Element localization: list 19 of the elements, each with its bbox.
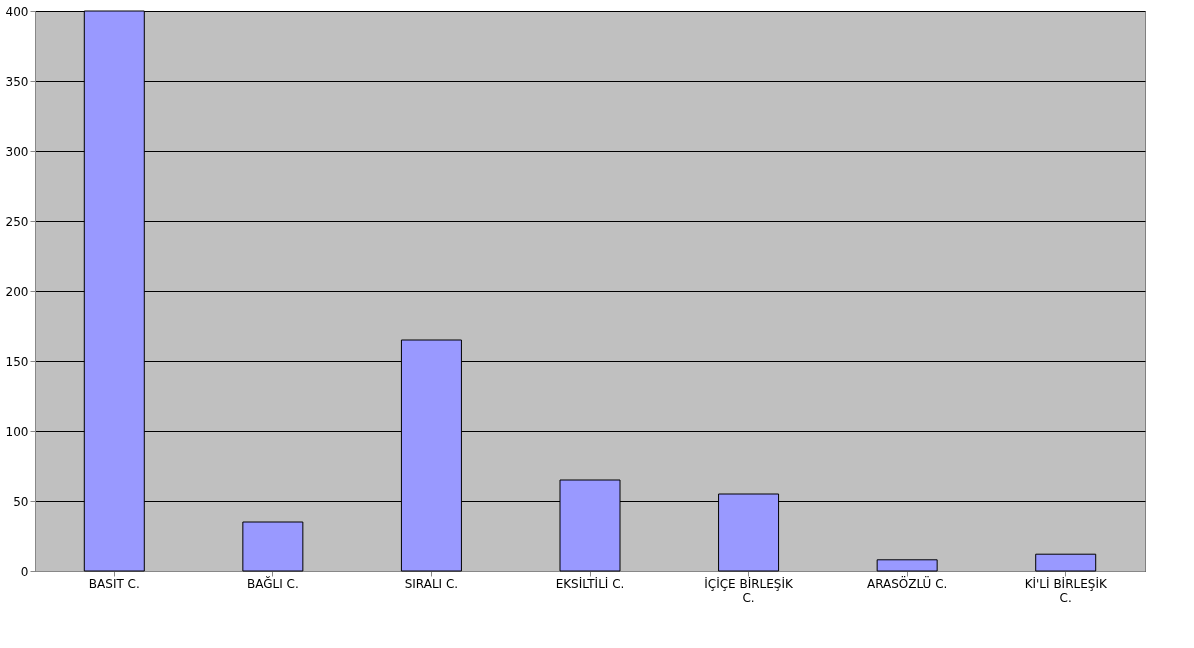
x-tick-label: ARASÖZLÜ C. (866, 574, 948, 591)
y-tick-label: 350 (5, 74, 29, 89)
x-tick-label: EKSİLTİLİ C. (555, 575, 625, 591)
y-tick-label: 150 (5, 354, 29, 369)
x-tick-label: BAĞLI C. (246, 575, 299, 591)
x-tick-label: SIRALI C. (404, 576, 459, 591)
x-tick-label: BASIT C. (88, 576, 140, 591)
y-tick-label: 50 (13, 494, 29, 509)
bar (1035, 553, 1097, 572)
bar (242, 521, 304, 572)
y-tick-label: 200 (5, 284, 29, 299)
y-tick-label: 400 (5, 4, 29, 19)
bar (876, 559, 938, 572)
y-tick-label: 0 (20, 564, 29, 579)
y-tick-label: 250 (5, 214, 29, 229)
x-tick-label: İÇİÇE BİRLEŞİK C. (704, 575, 795, 605)
y-tick-label: 100 (5, 424, 29, 439)
y-tick-label: 300 (5, 144, 29, 159)
x-tick-label: Kİ'Lİ BİRLEŞİK C. (1024, 575, 1108, 605)
